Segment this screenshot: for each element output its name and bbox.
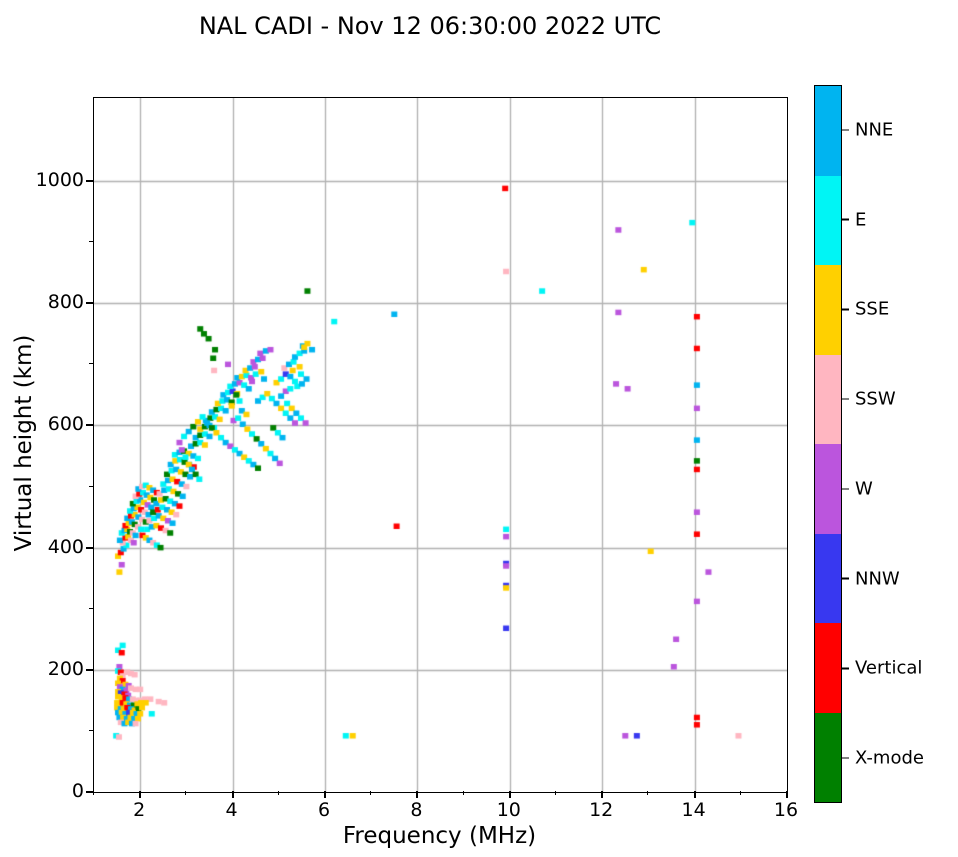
x-tick-label: 12	[589, 799, 614, 821]
colorbar-tick-mark	[842, 757, 849, 759]
colorbar-segment-x-mode	[815, 712, 841, 802]
colorbar-tick-label: NNE	[855, 119, 894, 141]
axis-tick-mark	[89, 608, 93, 610]
axis-tick-mark	[93, 791, 95, 795]
y-axis-title: Virtual height (km)	[11, 334, 37, 552]
colorbar-segment-ssw	[815, 354, 841, 444]
x-tick-label: 14	[681, 799, 706, 821]
axis-tick-mark	[86, 791, 93, 793]
x-axis-tick-labels: 2 4 6 8 10 12 14 16	[0, 799, 958, 829]
axis-tick-mark	[416, 791, 418, 798]
y-tick-label: 800	[47, 291, 84, 314]
axis-tick-mark	[86, 180, 93, 182]
axis-tick-mark	[185, 791, 187, 795]
y-tick-label: 200	[47, 657, 84, 680]
axis-tick-mark	[86, 302, 93, 304]
x-axis-title: Frequency (MHz)	[342, 823, 537, 849]
colorbar-tick-labels: NNE E SSE SSW W NNW Vertical X-mode	[842, 85, 958, 803]
axis-tick-mark	[647, 791, 649, 795]
axis-tick-mark	[509, 791, 511, 798]
azimuth-colorbar	[814, 85, 842, 803]
y-tick-label: 1000	[35, 169, 84, 192]
colorbar-tick-label: Vertical	[855, 657, 923, 679]
axis-tick-mark	[694, 791, 696, 798]
colorbar-tick-label: NNW	[855, 568, 900, 590]
axis-tick-mark	[86, 424, 93, 426]
axis-tick-mark	[89, 486, 93, 488]
colorbar-tick-nnw: NNW	[842, 568, 900, 589]
colorbar-tick-label: W	[855, 478, 873, 500]
x-tick-label: 6	[317, 799, 331, 821]
axis-tick-mark	[86, 547, 93, 549]
colorbar-tick-nne: NNE	[842, 119, 893, 140]
axis-tick-mark	[740, 791, 742, 795]
colorbar-tick-mark	[842, 488, 849, 490]
axis-tick-mark	[232, 791, 234, 798]
axis-tick-mark	[786, 791, 788, 798]
colorbar-tick-mark	[842, 398, 849, 400]
page-title: NAL CADI - Nov 12 06:30:00 2022 UTC	[198, 12, 662, 40]
axis-tick-mark	[601, 791, 603, 798]
colorbar-segment-sse	[815, 265, 841, 355]
y-tick-label: 0	[71, 780, 84, 802]
axis-tick-mark	[139, 791, 141, 798]
axis-tick-mark	[89, 241, 93, 243]
colorbar-tick-label: X-mode	[855, 747, 924, 769]
colorbar-segment-nne	[815, 86, 841, 176]
colorbar-tick-mark	[842, 667, 849, 670]
x-tick-label: 4	[225, 799, 238, 821]
colorbar-segment-vertical	[815, 623, 841, 713]
ionogram-scatter-plot	[94, 98, 787, 792]
y-tick-label: 400	[47, 535, 84, 558]
colorbar-tick-sse: SSE	[842, 299, 889, 320]
axis-tick-mark	[278, 791, 280, 795]
colorbar-tick-label: SSW	[855, 388, 896, 410]
colorbar-tick-label: SSE	[855, 298, 890, 320]
plot-axes-frame	[93, 97, 788, 793]
x-tick-label: 8	[410, 799, 423, 821]
axis-tick-mark	[555, 791, 557, 795]
x-tick-label: 2	[133, 799, 146, 821]
colorbar-tick-vertical: Vertical	[842, 658, 922, 679]
colorbar-tick-mark	[842, 218, 849, 221]
colorbar-segment-e	[815, 175, 841, 265]
axis-tick-mark	[324, 791, 326, 798]
colorbar-tick-mark	[842, 577, 849, 580]
y-tick-label: 600	[47, 413, 84, 436]
axis-tick-mark	[89, 363, 93, 365]
axis-tick-mark	[86, 669, 93, 671]
y-axis-tick-labels: 0 200 400 600 800 1000	[10, 0, 84, 857]
x-tick-label: 10	[496, 799, 521, 821]
colorbar-tick-x-mode: X-mode	[842, 748, 924, 769]
colorbar-tick-label: E	[855, 209, 867, 231]
axis-tick-mark	[463, 791, 465, 795]
axis-tick-mark	[89, 730, 93, 732]
colorbar-segment-nnw	[815, 533, 841, 623]
colorbar-tick-e: E	[842, 209, 866, 230]
axis-tick-mark	[370, 791, 372, 795]
colorbar-tick-w: W	[842, 478, 873, 499]
colorbar-tick-ssw: SSW	[842, 389, 896, 410]
colorbar-tick-mark	[842, 308, 849, 311]
colorbar-tick-mark	[842, 129, 849, 131]
colorbar-segment-w	[815, 444, 841, 534]
x-tick-label: 16	[773, 799, 799, 821]
